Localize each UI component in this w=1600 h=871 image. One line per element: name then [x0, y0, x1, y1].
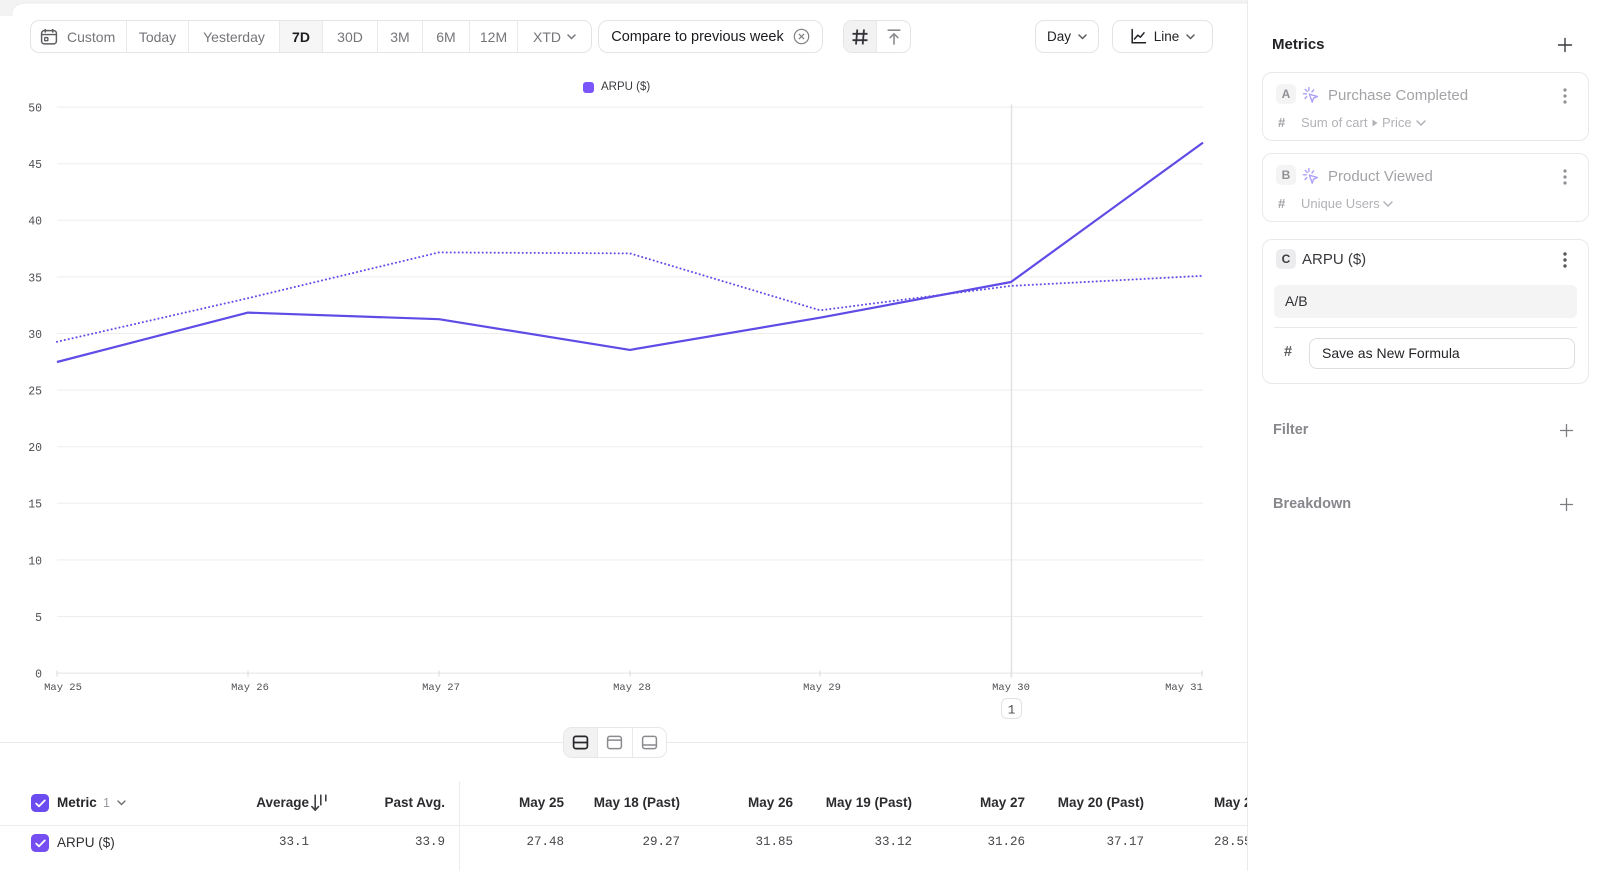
svg-text:0: 0 [35, 669, 42, 682]
svg-text:35: 35 [28, 272, 42, 285]
svg-text:5: 5 [35, 612, 42, 625]
svg-text:May 29: May 29 [803, 682, 841, 694]
svg-text:30: 30 [28, 329, 42, 342]
svg-text:20: 20 [28, 442, 42, 455]
svg-text:May 30: May 30 [992, 682, 1030, 694]
svg-text:40: 40 [28, 216, 42, 229]
svg-text:May 31: May 31 [1165, 682, 1203, 694]
svg-text:1: 1 [1008, 704, 1016, 718]
svg-text:May 25: May 25 [44, 682, 82, 694]
svg-text:50: 50 [28, 103, 42, 116]
svg-text:10: 10 [28, 555, 42, 568]
svg-text:May 26: May 26 [231, 682, 269, 694]
svg-text:25: 25 [28, 386, 42, 399]
svg-text:15: 15 [28, 499, 42, 512]
svg-text:May 27: May 27 [422, 682, 460, 694]
svg-text:45: 45 [28, 159, 42, 172]
svg-text:May 28: May 28 [613, 682, 651, 694]
